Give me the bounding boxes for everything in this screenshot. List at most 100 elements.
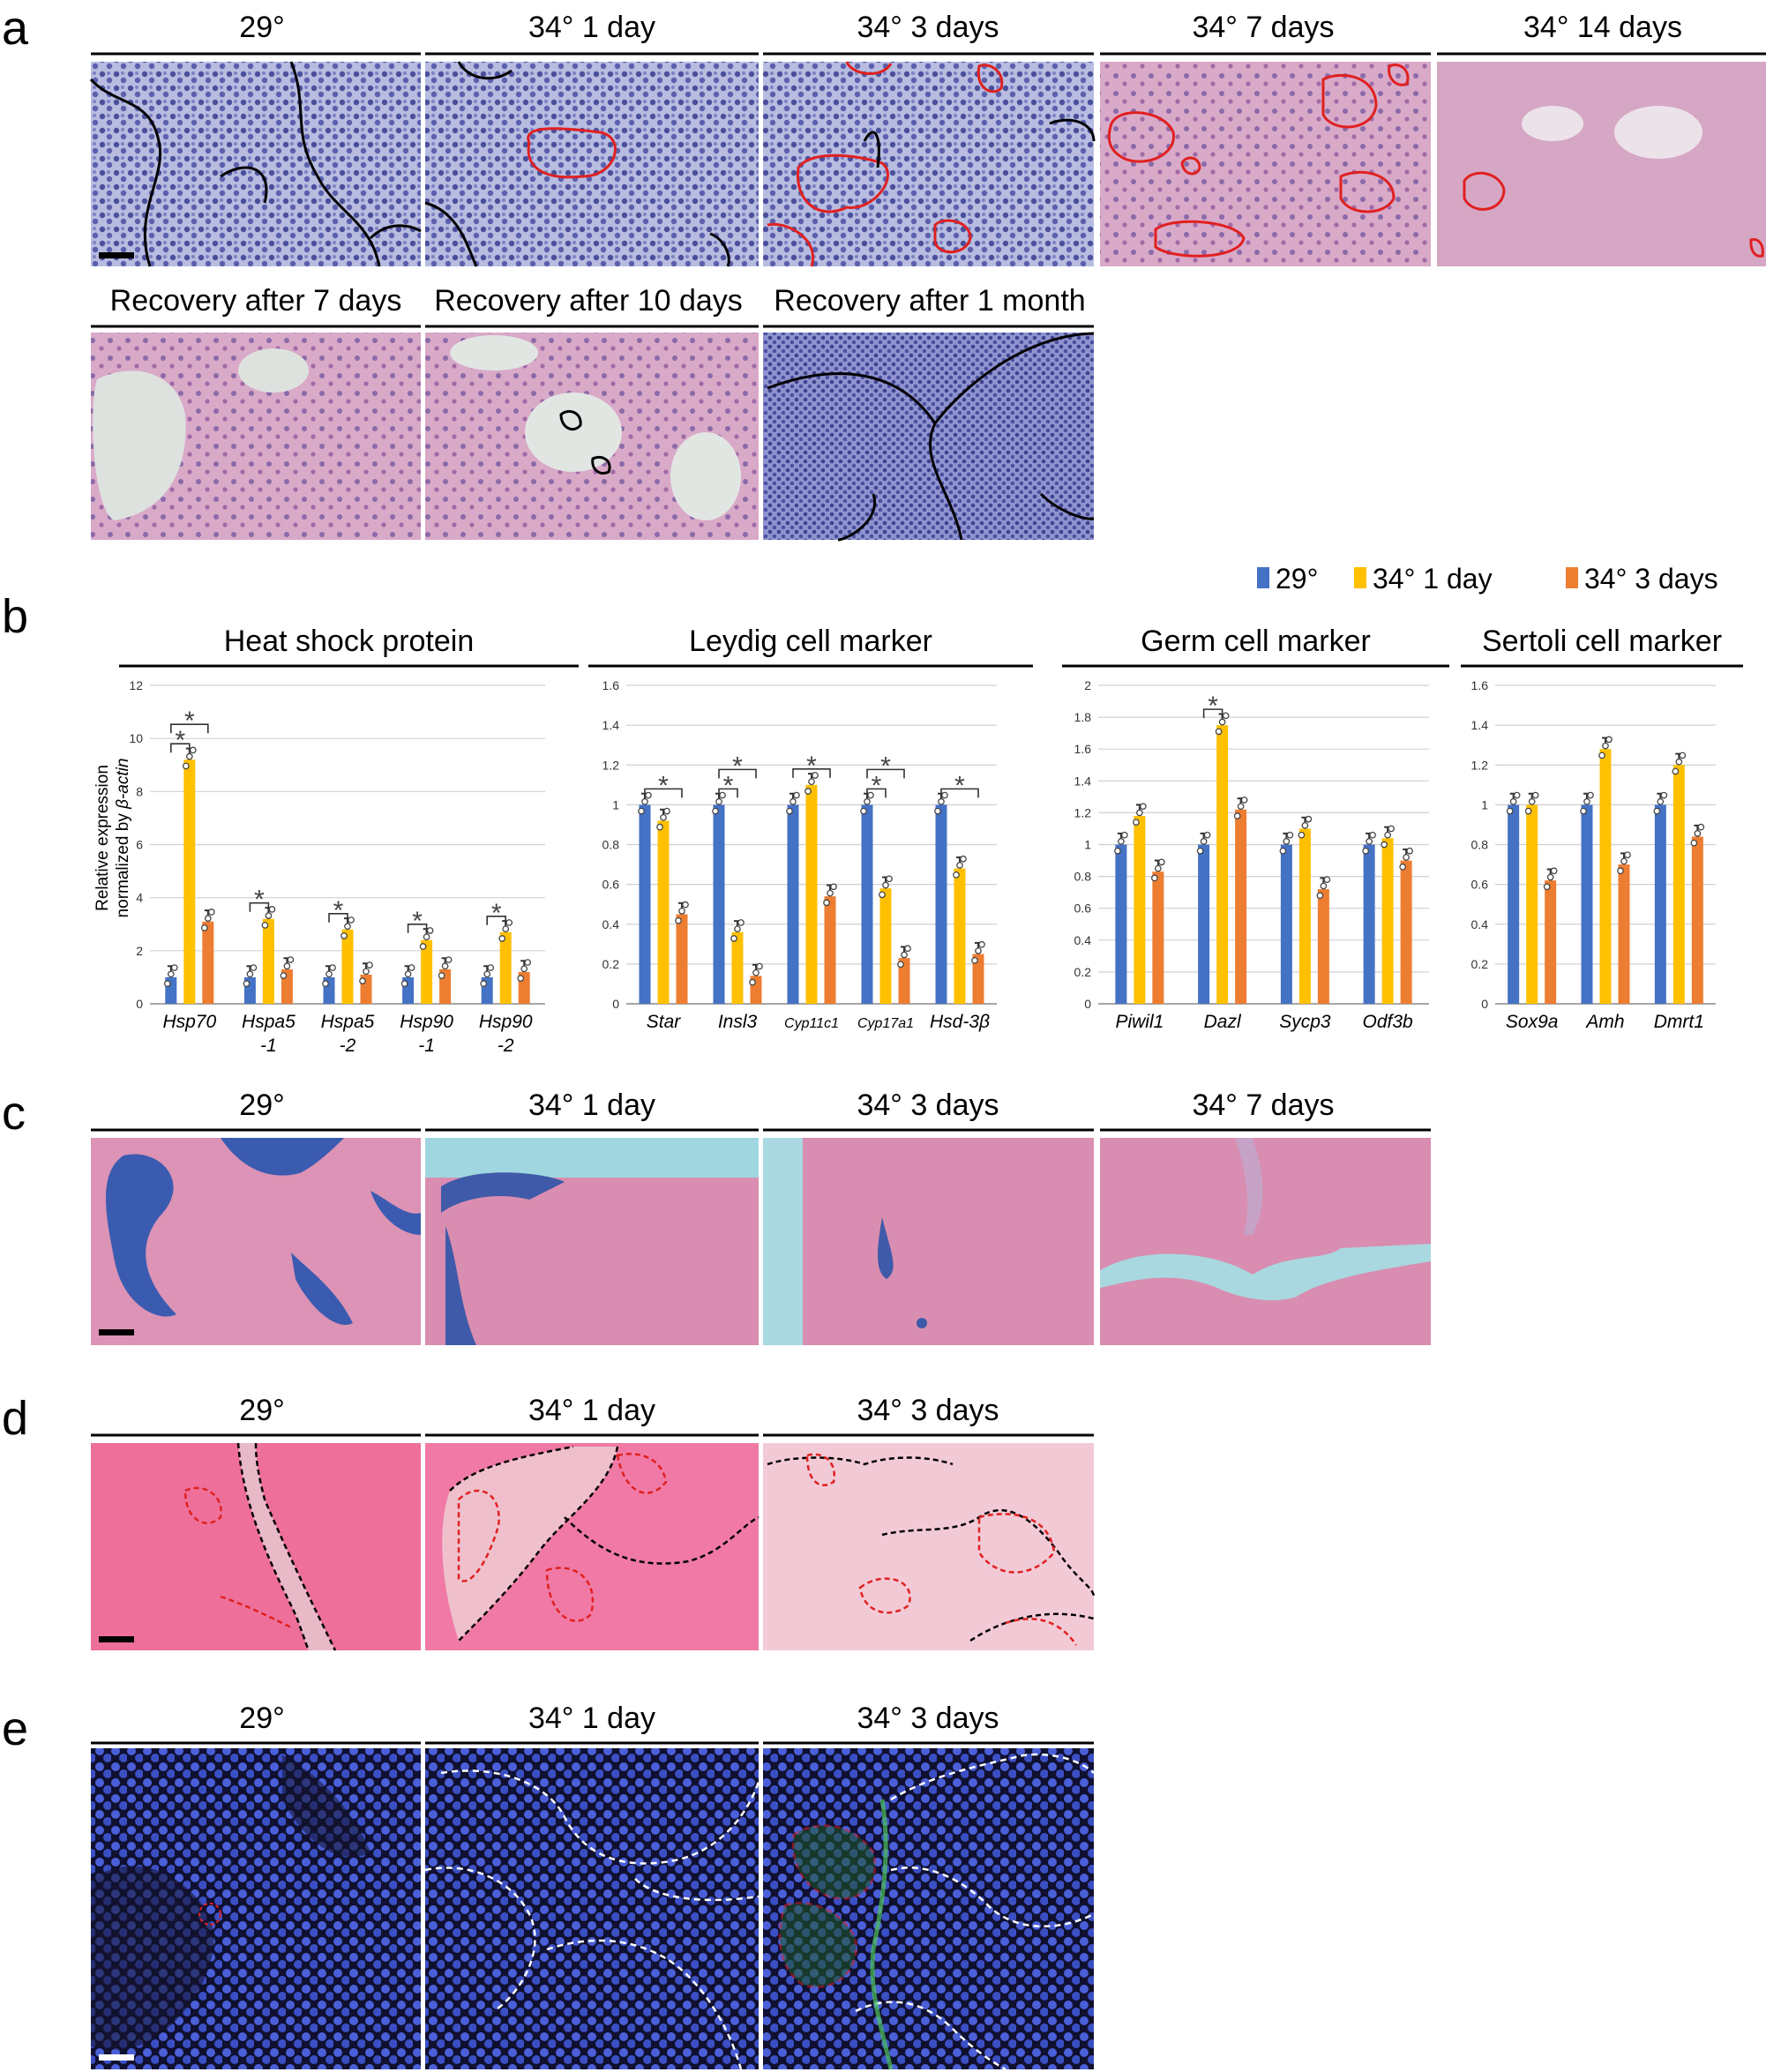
significance-bracket bbox=[866, 768, 905, 779]
significance-bracket bbox=[718, 768, 757, 779]
legend-label-34-3d: 34° 3 days bbox=[1584, 563, 1718, 595]
replicate-point bbox=[793, 791, 800, 799]
replicate-point bbox=[423, 933, 430, 941]
replicate-point bbox=[1114, 847, 1121, 855]
replicate-point bbox=[1406, 847, 1413, 855]
replicate-point bbox=[660, 813, 667, 821]
panel-a-recovery-title-3: Recovery after 1 month bbox=[774, 284, 1085, 318]
y-tick-label: 4 bbox=[136, 891, 143, 905]
panel-a-recovery-title-1: Recovery after 7 days bbox=[110, 284, 402, 318]
replicate-point bbox=[1513, 791, 1521, 799]
replicate-point bbox=[483, 970, 491, 978]
replicate-point bbox=[904, 945, 911, 953]
replicate-point bbox=[1158, 858, 1165, 866]
replicate-point bbox=[419, 943, 427, 950]
bar bbox=[1235, 809, 1247, 1004]
replicate-point bbox=[1598, 752, 1605, 759]
chart-group-title: Leydig cell marker bbox=[689, 625, 932, 658]
legend-swatch-34-1d bbox=[1354, 567, 1366, 588]
significance-bracket bbox=[792, 768, 831, 778]
bar bbox=[1400, 860, 1412, 1004]
significance-star: * bbox=[412, 907, 423, 936]
significance-star: * bbox=[175, 726, 185, 755]
replicate-point bbox=[978, 940, 985, 948]
panel-d-title-2: 34° 1 day bbox=[528, 1394, 655, 1427]
replicate-point bbox=[250, 964, 258, 971]
y-tick-label: 0.8 bbox=[1074, 870, 1092, 884]
replicate-point bbox=[445, 956, 453, 963]
chart-group-2: Leydig cell marker 0 0.2 0.4 0.6 0.8 1 1.2 1.4 1.… bbox=[588, 625, 1033, 1032]
bar bbox=[183, 759, 196, 1004]
replicate-point bbox=[941, 791, 948, 799]
y-tick-label: 0.8 bbox=[602, 838, 620, 852]
replicate-point bbox=[641, 797, 648, 805]
significance-star: * bbox=[333, 896, 344, 925]
replicate-point bbox=[1694, 830, 1702, 837]
replicate-point bbox=[1240, 797, 1248, 804]
chart-group-3: Germ cell marker 0 0.2 0.4 0.6 0.8 1 1.2 1.4 1.6 1… bbox=[1062, 625, 1449, 1032]
replicate-point bbox=[1316, 892, 1324, 900]
panel-a: 29° 34° 1 day 34° 3 days 34° 7 days 34° … bbox=[89, 11, 1766, 542]
bar bbox=[1618, 864, 1630, 1004]
replicate-point bbox=[426, 927, 434, 934]
legend-label-29: 29° bbox=[1276, 563, 1318, 595]
replicate-point bbox=[682, 901, 689, 909]
replicate-point bbox=[938, 797, 945, 805]
replicate-point bbox=[1283, 838, 1291, 845]
panel-c-title-4: 34° 7 days bbox=[1192, 1088, 1334, 1122]
bar bbox=[1317, 889, 1329, 1004]
x-category-label: Hsd-3β bbox=[930, 1012, 990, 1032]
ish-c-34-7d bbox=[1100, 1138, 1431, 1345]
replicate-point bbox=[645, 791, 652, 799]
replicate-point bbox=[366, 961, 373, 969]
replicate-point bbox=[480, 980, 488, 987]
replicate-point bbox=[520, 965, 528, 973]
replicate-point bbox=[1155, 864, 1162, 872]
y-tick-label: 0.6 bbox=[602, 878, 620, 892]
replicate-point bbox=[1624, 851, 1631, 859]
micrograph-a-34-7d bbox=[1100, 62, 1431, 266]
x-category-label: Insl3 bbox=[718, 1012, 758, 1032]
replicate-point bbox=[182, 762, 190, 770]
replicate-point bbox=[1546, 873, 1554, 881]
replicate-point bbox=[1286, 831, 1294, 839]
panel-c-title-1: 29° bbox=[239, 1088, 284, 1122]
replicate-point bbox=[1323, 876, 1331, 884]
y-tick-label: 0.4 bbox=[1074, 933, 1092, 947]
significance-bracket bbox=[249, 901, 270, 912]
bar bbox=[676, 914, 688, 1004]
replicate-point bbox=[901, 951, 908, 959]
bar bbox=[1134, 816, 1146, 1004]
replicate-point bbox=[786, 807, 793, 815]
y-tick-label: 1 bbox=[1084, 838, 1091, 852]
replicate-point bbox=[287, 956, 295, 963]
significance-bracket bbox=[170, 723, 209, 734]
x-category-label: -2 bbox=[498, 1036, 514, 1056]
bar bbox=[824, 896, 836, 1004]
replicate-point bbox=[1233, 812, 1241, 819]
replicate-point bbox=[340, 932, 348, 939]
replicate-point bbox=[882, 881, 889, 889]
panel-a-recovery-title-2: Recovery after 10 days bbox=[434, 284, 743, 318]
bar bbox=[879, 888, 892, 1004]
replicate-point bbox=[1136, 809, 1143, 817]
replicate-point bbox=[1384, 831, 1391, 839]
panel-c-title-2: 34° 1 day bbox=[528, 1088, 655, 1122]
replicate-point bbox=[400, 980, 408, 987]
bar bbox=[1691, 836, 1703, 1004]
y-tick-label: 1.2 bbox=[1074, 805, 1092, 819]
x-category-label: Star bbox=[647, 1012, 682, 1032]
bar bbox=[1152, 871, 1164, 1004]
panel-e-title-1: 29° bbox=[239, 1702, 284, 1735]
replicate-point bbox=[715, 797, 722, 805]
significance-bracket bbox=[644, 788, 683, 798]
y-tick-label: 0 bbox=[612, 997, 619, 1011]
replicate-point bbox=[737, 919, 745, 926]
replicate-point bbox=[326, 970, 333, 978]
y-tick-label: 2 bbox=[136, 944, 143, 958]
replicate-point bbox=[1200, 838, 1208, 845]
replicate-point bbox=[1366, 838, 1373, 845]
y-tick-label: 12 bbox=[129, 678, 143, 692]
x-category-label: Odf3b bbox=[1363, 1012, 1414, 1032]
panel-b-chart: 29° 34° 1 day 34° 3 days Relative expres… bbox=[94, 563, 1743, 1056]
